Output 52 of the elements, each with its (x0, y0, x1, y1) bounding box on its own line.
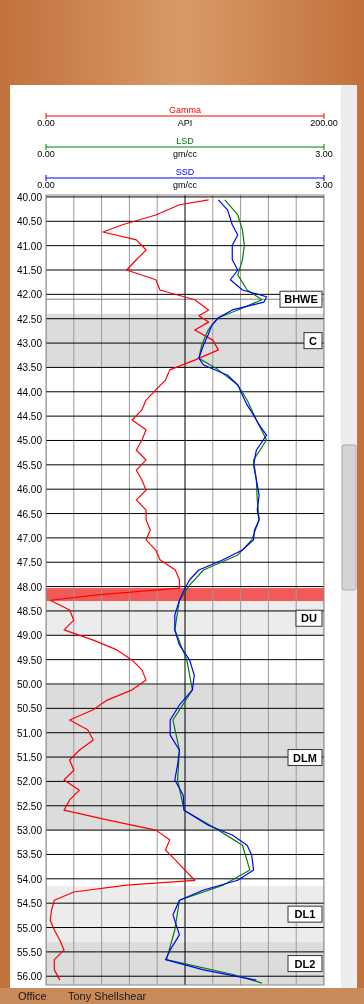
y-tick-label: 40.50 (16, 216, 43, 228)
y-tick-label: 43.00 (16, 338, 43, 350)
y-tick-label: 45.00 (16, 435, 43, 447)
y-tick-label: 42.50 (16, 313, 43, 325)
text: SSD (175, 167, 195, 177)
y-tick-label: 48.50 (16, 605, 43, 617)
text: Office (18, 990, 47, 1002)
y-tick-label: 54.50 (16, 898, 43, 910)
y-tick-label: 51.50 (16, 752, 43, 764)
band-label: C (309, 334, 318, 347)
y-tick-label: 48.00 (16, 581, 43, 593)
x-tick-label: 200.00 (310, 118, 338, 128)
y-tick-label: 43.50 (16, 362, 43, 374)
text: LSD (176, 136, 195, 146)
y-tick-label: 49.00 (16, 630, 43, 642)
x2-axis-title: gm/cc (172, 180, 198, 190)
y-tick-label: 56.00 (16, 971, 43, 983)
y-tick-label: 52.00 (16, 776, 43, 788)
ref-line-label: BHWE (284, 293, 318, 306)
y-tick-label: 46.00 (16, 484, 43, 496)
x2-tick-label: 0.00 (37, 149, 55, 159)
text: Gamma (168, 105, 202, 115)
y-tick-label: 45.50 (16, 459, 43, 471)
band-label: DU (301, 612, 317, 625)
band-label: DL1 (294, 908, 316, 921)
y-tick-label: 44.00 (16, 386, 43, 398)
y-tick-label: 47.50 (16, 557, 43, 569)
y-tick-label: 54.00 (16, 873, 43, 885)
text: 0.00 (37, 180, 55, 190)
y-tick-label: 50.00 (16, 679, 43, 690)
y-tick-label: 41.00 (16, 240, 43, 252)
y-tick-label: 51.00 (16, 727, 43, 739)
text: Tony Shellshear (68, 990, 147, 1002)
text: 3.00 (315, 180, 333, 190)
y-tick-label: 46.50 (16, 508, 43, 520)
y-tick-label: 47.00 (16, 532, 43, 544)
x-axis-title: API (177, 118, 193, 128)
y-tick-label: 55.50 (16, 946, 43, 958)
y-tick-label: 55.00 (16, 922, 43, 934)
text: gm/cc (172, 149, 198, 159)
y-tick-label: 53.50 (16, 849, 43, 861)
y-tick-label: 44.50 (16, 411, 43, 423)
y-tick-label: 50.50 (16, 703, 43, 715)
y-tick-label: 53.00 (16, 825, 43, 837)
band-label: DLM (293, 751, 317, 764)
x2-tick-label: 3.00 (315, 149, 333, 159)
y-tick-label: 52.50 (16, 800, 43, 812)
y-tick-label: 40.00 (16, 191, 43, 203)
band-label: DL2 (294, 957, 316, 970)
y-tick-label: 41.50 (16, 265, 43, 277)
y-tick-label: 49.50 (16, 654, 43, 666)
y-tick-label: 42.00 (16, 289, 43, 301)
